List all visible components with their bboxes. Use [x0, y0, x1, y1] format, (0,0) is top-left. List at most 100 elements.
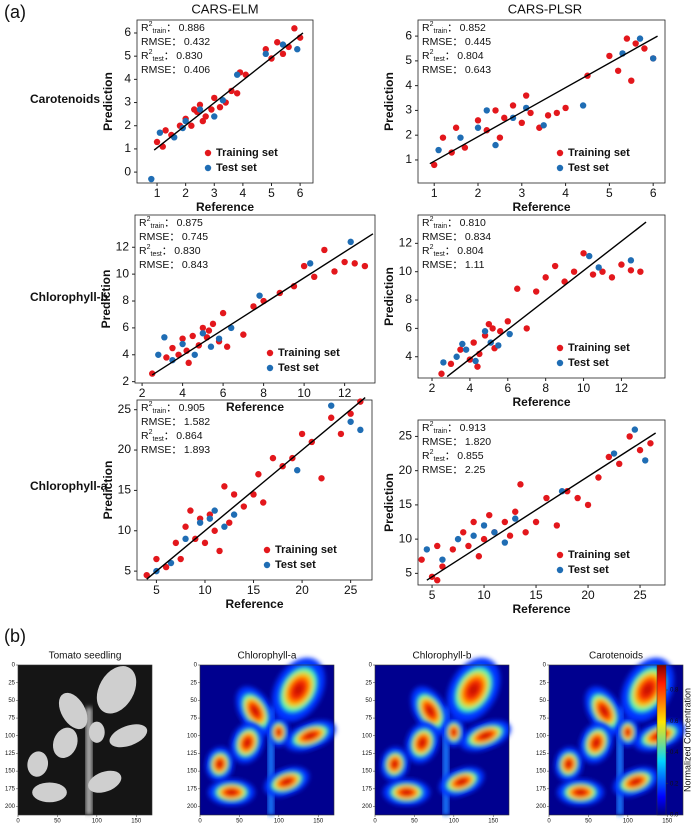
row-label: Carotenoids	[30, 92, 100, 106]
plot-frame	[417, 419, 666, 586]
data-point	[216, 103, 224, 111]
data-point	[255, 471, 262, 478]
y-tick-label: 125	[5, 751, 16, 757]
x-tick-label: 1	[154, 186, 161, 200]
data-point	[215, 335, 223, 342]
x-tick-label: 4	[179, 386, 186, 400]
stat-sep: ：	[162, 245, 173, 257]
x-tick-label: 2	[429, 381, 436, 395]
x-tick-label: 150	[313, 819, 324, 825]
legend-label: Test set	[568, 564, 609, 576]
stat-value: 1.820	[465, 436, 491, 448]
stats-block: R2train： 0.852 RMSE： 0.445 R2test： 0.804 RMSE：…	[422, 21, 491, 76]
stat-value: 1.893	[184, 444, 210, 456]
data-point	[207, 343, 215, 350]
heatmap	[549, 657, 685, 815]
x-tick-label: 5	[153, 583, 160, 597]
data-point	[532, 518, 540, 526]
y-tick-label: 10	[116, 266, 130, 280]
data-point	[206, 515, 214, 522]
y-axis-label: Prediction	[99, 270, 113, 329]
stat-symbol: RMSE	[139, 259, 169, 271]
stat-symbol: RMSE	[422, 36, 452, 48]
y-tick-label: 50	[365, 698, 372, 704]
colorbar-tick-label: 0.8	[670, 688, 679, 694]
stat-value: 0.810	[460, 217, 486, 229]
data-point	[294, 467, 301, 474]
data-point	[228, 87, 235, 95]
y-tick-label: 6	[124, 25, 131, 39]
stat-value: 0.886	[179, 22, 205, 34]
legend-label: Test set	[568, 357, 609, 369]
legend-marker	[204, 149, 212, 157]
image-frame	[374, 664, 510, 816]
leaf	[270, 721, 287, 743]
stat-value: 0.830	[174, 245, 200, 257]
fit-line	[153, 32, 304, 151]
y-tick-label: 75	[365, 716, 372, 722]
x-tick-label: 2	[139, 386, 146, 400]
stat-sep: ：	[171, 416, 182, 428]
stat-sep: ：	[169, 259, 180, 271]
stat-sub: train	[153, 28, 167, 35]
image-title: Carotenoids	[589, 651, 643, 662]
data-point	[240, 331, 247, 338]
data-point	[269, 454, 277, 462]
stat-symbol: RMSE	[141, 36, 171, 48]
y-tick-label: 15	[399, 497, 413, 511]
stat-value: 0.864	[176, 430, 202, 442]
y-tick-label: 2	[405, 127, 412, 141]
y-axis-label: Prediction	[101, 72, 115, 131]
legend-label: Training set	[568, 342, 630, 354]
data-point	[209, 320, 217, 328]
legend-marker	[556, 551, 564, 559]
data-point	[514, 285, 521, 292]
data-point	[523, 325, 530, 332]
y-tick-label: 0	[543, 663, 547, 669]
stat-value: 2.25	[465, 464, 486, 476]
data-point	[351, 260, 358, 267]
legend-marker	[556, 164, 564, 172]
data-point	[465, 542, 472, 550]
data-point	[504, 318, 511, 325]
data-point	[447, 360, 455, 368]
data-point	[162, 563, 170, 571]
legend-marker	[204, 164, 212, 172]
leaf	[384, 751, 406, 777]
stat-symbol: R	[141, 22, 149, 34]
legend-marker	[556, 359, 564, 367]
data-point	[262, 46, 269, 53]
image-title: Chlorophyll-a	[238, 651, 297, 662]
data-point	[462, 346, 470, 353]
stat-symbol: R	[422, 450, 430, 462]
stat-value: 0.445	[465, 36, 491, 48]
data-point	[318, 475, 325, 482]
data-point	[418, 556, 425, 563]
legend-marker	[556, 566, 564, 574]
data-point	[233, 71, 241, 78]
fit-line	[426, 432, 657, 581]
leaf	[563, 782, 598, 803]
y-tick-label: 125	[187, 751, 198, 757]
data-point	[208, 106, 215, 113]
x-axis-label: Reference	[512, 395, 570, 409]
data-point	[495, 342, 502, 349]
y-tick-label: 75	[539, 716, 546, 722]
y-tick-label: 25	[539, 680, 546, 686]
data-point	[460, 529, 467, 536]
data-point	[647, 440, 654, 447]
data-point	[298, 430, 306, 438]
x-tick-label: 20	[295, 583, 309, 597]
leaf	[96, 666, 137, 714]
stat-symbol: R	[139, 245, 147, 257]
y-tick-label: 25	[8, 680, 15, 686]
data-point	[501, 518, 509, 526]
stat-sup: 2	[147, 216, 151, 223]
data-point	[148, 175, 155, 183]
data-point	[627, 257, 635, 264]
stat-value: 0.804	[457, 245, 483, 257]
x-tick-label: 5	[606, 186, 613, 200]
legend-label: Test set	[275, 559, 316, 571]
data-point	[649, 55, 657, 62]
